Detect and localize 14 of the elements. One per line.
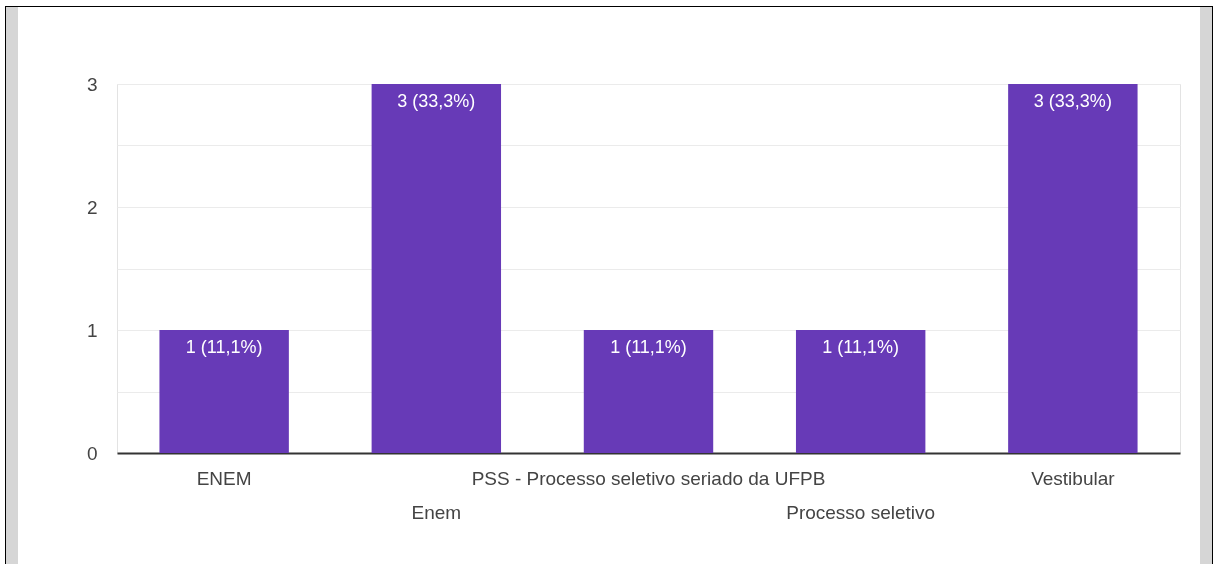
data-label: 1 (11,1%) — [610, 337, 687, 357]
x-tick-label: Processo seletivo — [786, 501, 936, 523]
x-tick-label: Enem — [411, 501, 462, 523]
x-tick-label: ENEM — [196, 467, 252, 489]
data-label: 3 (33,3%) — [397, 91, 476, 111]
y-tick-label: 0 — [86, 442, 98, 464]
x-tick-label: Vestibular — [1031, 467, 1116, 489]
y-tick-label: 1 — [86, 319, 98, 341]
x-tick-label: PSS - Processo seletivo seriado da UFPB — [471, 467, 826, 489]
data-label: 1 (11,1%) — [822, 337, 900, 357]
y-tick-label: 3 — [86, 73, 98, 95]
y-tick-label: 2 — [86, 196, 98, 218]
data-label: 1 (11,1%) — [185, 337, 263, 357]
data-label: 3 (33,3%) — [1033, 91, 1112, 111]
